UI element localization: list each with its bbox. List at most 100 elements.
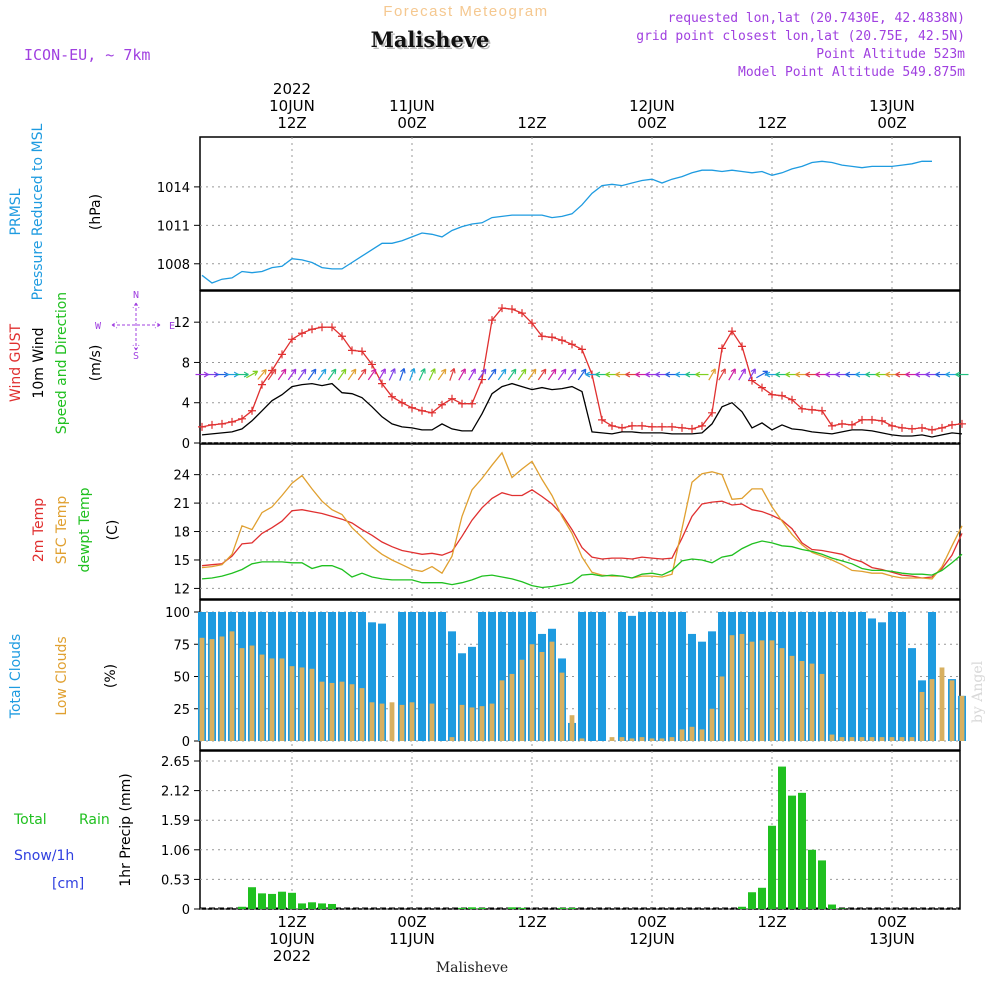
gust-marker <box>698 421 706 430</box>
wind-arrow <box>418 368 426 381</box>
cloud-bar-low <box>919 691 925 741</box>
wind-arrow <box>267 368 277 381</box>
precip-bar <box>798 792 806 909</box>
time-axis-label: 12JUN <box>629 97 675 115</box>
panel-label: Pressure Reduced to MSL <box>30 123 46 300</box>
cloud-bar-low <box>899 737 905 741</box>
gust-marker <box>198 422 206 431</box>
time-axis-label: 11JUN <box>389 930 435 948</box>
cloud-bar-low <box>769 640 775 741</box>
series-line-10m-wind <box>201 382 963 438</box>
wind-arrowhead <box>252 370 259 376</box>
wind-arrowhead <box>865 371 871 378</box>
cloud-bar-low <box>339 681 345 741</box>
time-axis-label: 00Z <box>877 913 906 931</box>
cloud-bar-low <box>809 663 815 741</box>
precip-bar <box>278 891 286 909</box>
precip-bar <box>508 907 516 909</box>
wind-arrowhead <box>845 371 851 378</box>
gust-marker <box>568 340 576 349</box>
cloud-bar-total <box>838 612 846 741</box>
cloud-bar-total <box>428 612 436 741</box>
wind-arrowhead <box>540 368 547 375</box>
gust-marker <box>518 309 526 318</box>
cloud-bar-low <box>609 737 615 741</box>
wind-arrowhead <box>740 368 746 374</box>
gust-marker <box>858 415 866 424</box>
panel-label: (hPa) <box>88 194 104 230</box>
model-label: ICON-EU, ~ 7km <box>24 46 150 64</box>
wind-arrowhead <box>280 368 287 375</box>
wind-arrow <box>497 368 507 381</box>
wind-arrowhead <box>655 371 661 378</box>
y-tick-label: 18 <box>173 526 190 541</box>
gust-marker <box>618 423 626 432</box>
wind-arrow <box>337 368 347 381</box>
credit-watermark: by Angel <box>970 660 986 723</box>
cloud-bar-low <box>449 737 455 741</box>
wind-arrowhead <box>300 368 307 375</box>
wind-arrowhead <box>340 368 347 375</box>
wind-arrowhead <box>785 371 791 378</box>
cloud-bar-low <box>719 676 725 741</box>
time-axis-label: 12Z <box>757 114 786 132</box>
y-tick-label: 0 <box>182 735 190 750</box>
gust-marker <box>868 415 876 424</box>
cloud-bar-low <box>219 636 225 741</box>
cloud-bar-total <box>578 612 586 741</box>
gust-marker <box>248 406 256 415</box>
top-title: Forecast Meteogram <box>383 3 548 20</box>
compass-arrows <box>111 302 161 351</box>
wind-arrowhead <box>585 371 591 378</box>
gust-marker <box>608 421 616 430</box>
cloud-bar-low <box>669 737 675 741</box>
cloud-bar-total <box>418 612 426 741</box>
cloud-bar-low <box>649 738 655 741</box>
cloud-bar-total <box>358 612 366 741</box>
time-axis-label: 13JUN <box>869 930 915 948</box>
gust-marker <box>228 417 236 426</box>
cloud-bar-total <box>328 612 336 741</box>
cloud-bar-total <box>928 612 936 741</box>
gust-marker <box>368 360 376 369</box>
wind-arrow <box>756 370 768 379</box>
wind-arrow <box>728 368 736 381</box>
wind-arrow <box>449 368 455 381</box>
time-axis-label: 00Z <box>397 114 426 132</box>
cloud-bar-total <box>498 612 506 741</box>
wind-arrowhead <box>520 368 527 375</box>
wind-arrowhead <box>460 368 466 374</box>
precip-bar <box>568 907 576 909</box>
y-tick-label: 0 <box>182 437 190 452</box>
cloud-bar-total <box>848 612 856 741</box>
gust-marker <box>708 408 716 417</box>
cloud-bar-low <box>689 726 695 741</box>
gust-marker <box>928 425 936 434</box>
wind-arrow <box>708 368 716 381</box>
wind-arrowhead <box>835 371 841 378</box>
wind-arrowhead <box>450 367 456 374</box>
panel-precip: 0 0.53 1.06 1.59 2.12 2.65 Total Rain Snow/1h [cm… <box>13 750 961 918</box>
gust-marker <box>938 423 946 432</box>
cloud-bar-total <box>438 612 446 741</box>
cloud-bar-low <box>209 639 215 741</box>
wind-arrow <box>487 368 497 381</box>
gust-marker <box>498 304 506 313</box>
wind-arrowhead <box>885 371 891 378</box>
gust-marker <box>598 415 606 424</box>
cloud-bar-low <box>469 707 475 741</box>
panel-label: (%) <box>103 664 119 688</box>
wind-arrowhead <box>815 371 821 378</box>
cloud-bar-low <box>729 635 735 741</box>
gust-marker <box>318 323 326 332</box>
gust-marker <box>688 424 696 433</box>
cloud-bar-total <box>348 612 356 741</box>
gust-marker <box>278 350 286 359</box>
cloud-bar-low <box>489 703 495 741</box>
wind-arrowhead <box>625 371 631 378</box>
cloud-bar-total <box>478 612 486 741</box>
wind-arrowhead <box>915 371 921 378</box>
time-axis-label: 12Z <box>757 913 786 931</box>
